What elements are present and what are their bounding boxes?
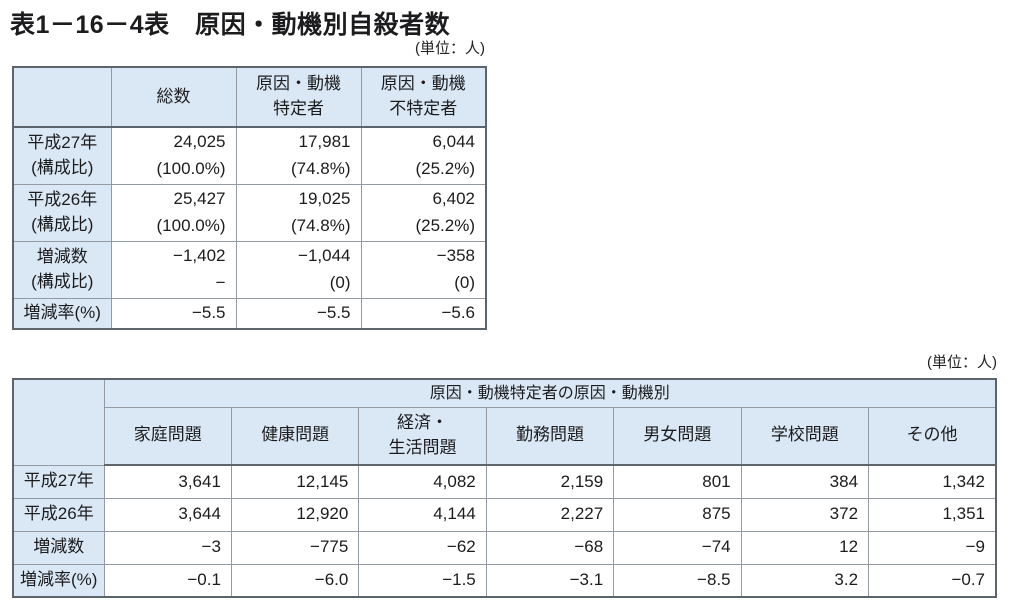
cell-value: −3.1 xyxy=(485,563,615,598)
table-row: 増減数 −3 −775 −62 −68 −74 12 −9 xyxy=(12,530,997,565)
cell-value: −0.7 xyxy=(868,563,997,598)
page-title: 表1－16－4表 原因・動機別自殺者数 xyxy=(10,11,451,39)
table-subheader-row: 家庭問題 健康問題 経済・ 生活問題 勤務問題 男女問題 学校問題 その他 xyxy=(13,406,997,466)
unit-label-table1: (単位：人) xyxy=(415,40,485,57)
row-label: 増減数 xyxy=(12,530,105,565)
cell-value: 17,981 (74.8%) xyxy=(235,126,362,185)
col-header-work: 勤務問題 xyxy=(485,406,615,466)
row-label: 増減数 (構成比) xyxy=(12,240,112,299)
col-header-total: 総数 xyxy=(110,66,237,128)
cell-value: −3 xyxy=(103,530,232,565)
cell-value: 875 xyxy=(613,497,742,532)
table-row: 平成27年 3,641 12,145 4,082 2,159 801 384 1… xyxy=(12,464,997,499)
table-row: 増減率(%) −5.5 −5.5 −5.6 xyxy=(12,297,487,330)
table-row: 平成26年 3,644 12,920 4,144 2,227 875 372 1… xyxy=(12,497,997,532)
cell-value: 384 xyxy=(740,464,870,499)
table-row: 平成26年 (構成比) 25,427 (100.0%) 19,025 (74.8… xyxy=(12,183,487,242)
cell-value: 4,144 xyxy=(358,497,487,532)
cell-value: 12,920 xyxy=(230,497,360,532)
group-header: 原因・動機特定者の原因・動機別 xyxy=(103,378,997,408)
cell-value: 3,644 xyxy=(103,497,232,532)
cell-value: 1,342 xyxy=(868,464,997,499)
cell-value: 3.2 xyxy=(740,563,870,598)
row-label: 増減率(%) xyxy=(12,563,105,598)
row-label: 平成26年 xyxy=(12,497,105,532)
col-header-unspecified: 原因・動機 不特定者 xyxy=(360,66,487,128)
cell-value: −68 xyxy=(485,530,615,565)
row-label: 平成27年 xyxy=(12,464,105,499)
cell-value: 1,351 xyxy=(868,497,997,532)
col-header-specified: 原因・動機 特定者 xyxy=(235,66,362,128)
cell-value: −6.0 xyxy=(230,563,360,598)
col-header-other: その他 xyxy=(868,406,997,466)
col-header-relationship: 男女問題 xyxy=(613,406,742,466)
row-label: 増減率(%) xyxy=(12,297,112,330)
cell-value: −8.5 xyxy=(613,563,742,598)
cell-value: 2,227 xyxy=(485,497,615,532)
cell-value: −5.5 xyxy=(110,297,237,330)
cell-value: −358 (0) xyxy=(360,240,487,299)
cell-value: 372 xyxy=(740,497,870,532)
table-row: 平成27年 (構成比) 24,025 (100.0%) 17,981 (74.8… xyxy=(12,126,487,185)
cell-value: 3,641 xyxy=(103,464,232,499)
cell-value: −62 xyxy=(358,530,487,565)
cell-value: 6,044 (25.2%) xyxy=(360,126,487,185)
cell-value: 801 xyxy=(613,464,742,499)
col-header-family: 家庭問題 xyxy=(103,406,232,466)
cell-value: −1.5 xyxy=(358,563,487,598)
cell-value: 12 xyxy=(740,530,870,565)
table-group-header-row: 原因・動機特定者の原因・動機別 xyxy=(12,378,997,466)
cell-value: −1,402 − xyxy=(110,240,237,299)
cell-value: 19,025 (74.8%) xyxy=(235,183,362,242)
table-row: 増減数 (構成比) −1,402 − −1,044 (0) −358 (0) xyxy=(12,240,487,299)
unit-label-table2: (単位：人) xyxy=(927,354,997,371)
cell-value: 4,082 xyxy=(358,464,487,499)
cell-value: 12,145 xyxy=(230,464,360,499)
cell-value: 6,402 (25.2%) xyxy=(360,183,487,242)
row-label: 平成27年 (構成比) xyxy=(12,126,112,185)
corner-cell xyxy=(12,378,105,466)
cell-value: 24,025 (100.0%) xyxy=(110,126,237,185)
table-header-row: 総数 原因・動機 特定者 原因・動機 不特定者 xyxy=(12,66,487,128)
col-header-school: 学校問題 xyxy=(740,406,870,466)
corner-cell xyxy=(12,66,112,128)
breakdown-table: 原因・動機特定者の原因・動機別 家庭問題 健康問題 経済・ 生活問題 勤務問題 … xyxy=(12,378,997,598)
row-label: 平成26年 (構成比) xyxy=(12,183,112,242)
cell-value: −5.5 xyxy=(235,297,362,330)
cell-value: 2,159 xyxy=(485,464,615,499)
cell-value: 25,427 (100.0%) xyxy=(110,183,237,242)
cell-value: −9 xyxy=(868,530,997,565)
col-header-health: 健康問題 xyxy=(230,406,360,466)
table-row: 増減率(%) −0.1 −6.0 −1.5 −3.1 −8.5 3.2 −0.7 xyxy=(12,563,997,598)
cell-value: −1,044 (0) xyxy=(235,240,362,299)
cell-value: −0.1 xyxy=(103,563,232,598)
summary-table: 総数 原因・動機 特定者 原因・動機 不特定者 平成27年 (構成比) 24,0… xyxy=(12,66,487,330)
col-header-economic: 経済・ 生活問題 xyxy=(358,406,487,466)
cell-value: −5.6 xyxy=(360,297,487,330)
cell-value: −775 xyxy=(230,530,360,565)
cell-value: −74 xyxy=(613,530,742,565)
